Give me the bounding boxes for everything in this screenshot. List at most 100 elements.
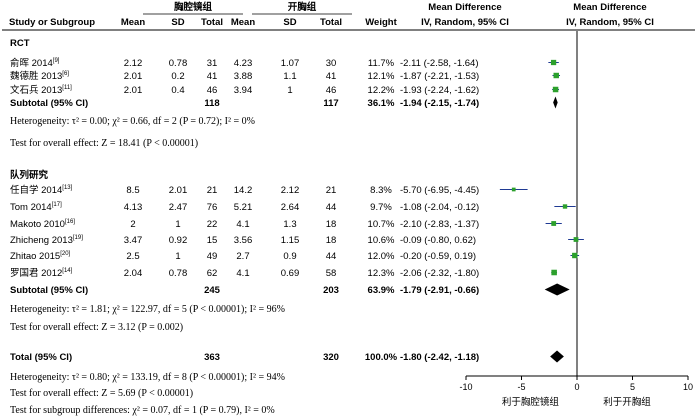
sd1-column-header: SD: [171, 17, 184, 28]
mean1-cell: 2.01: [124, 85, 143, 96]
weight-cell: 8.3%: [370, 185, 392, 196]
sd2-cell: 0.69: [281, 268, 300, 279]
weight-cell: 12.1%: [368, 71, 395, 82]
study-reference: [11]: [62, 85, 72, 91]
study-name: Zhicheng 2013[19]: [10, 235, 83, 246]
study-reference: [13]: [62, 185, 72, 191]
study-name: 文石兵 2013[11]: [10, 84, 72, 96]
total1-column-header: Total: [201, 17, 223, 28]
total2-cell: 46: [326, 85, 337, 96]
total-overall-effect: Test for overall effect: Z = 5.69 (P < 0…: [10, 388, 193, 399]
sd2-cell: 1.1: [283, 71, 296, 82]
mean2-cell: 3.56: [234, 235, 253, 246]
sd1-cell: 1: [175, 251, 180, 262]
mean1-cell: 8.5: [126, 185, 139, 196]
subtotal-1-total2: 117: [323, 98, 338, 109]
mean2-cell: 3.88: [234, 71, 253, 82]
subgroup-heading: 队列研究: [10, 169, 49, 181]
plot-column-method: IV, Random, 95% CI: [566, 17, 654, 28]
weight-column-header: Weight: [365, 17, 397, 28]
md-ci-cell: -1.93 (-2.24, -1.62): [400, 85, 479, 96]
md-ci-cell: -0.20 (-0.59, 0.19): [400, 251, 476, 262]
total-diamond: [550, 350, 564, 363]
mean1-cell: 3.47: [124, 235, 143, 246]
favours-left-label: 利于胸腔镜组: [502, 396, 560, 408]
total2-cell: 30: [326, 58, 337, 69]
sd1-cell: 2.01: [169, 185, 188, 196]
effect-square: [573, 237, 579, 242]
x-tick-label: -5: [517, 382, 525, 392]
weight-cell: 10.7%: [368, 219, 395, 230]
mean2-cell: 5.21: [234, 202, 253, 213]
study-reference: [9]: [53, 58, 60, 64]
sd1-cell: 1: [175, 219, 180, 230]
sd2-cell: 2.64: [281, 202, 300, 213]
mean2-cell: 3.94: [234, 85, 253, 96]
md-column-method: IV, Random, 95% CI: [421, 17, 509, 28]
total-total1: 363: [204, 352, 220, 363]
mean2-cell: 4.1: [236, 219, 249, 230]
mean1-cell: 2.04: [124, 268, 143, 279]
total1-cell: 49: [207, 251, 218, 262]
study-reference: [14]: [62, 268, 72, 274]
total1-cell: 15: [207, 235, 218, 246]
sd1-cell: 0.92: [169, 235, 188, 246]
subtotal-2-weight: 63.9%: [368, 285, 395, 296]
total1-cell: 41: [207, 71, 218, 82]
study-column-header: Study or Subgroup: [9, 17, 95, 28]
total-total2: 320: [323, 352, 339, 363]
study-name: 魏德胜 2013[6]: [10, 70, 69, 82]
weight-cell: 12.3%: [368, 268, 395, 279]
md-column-title: Mean Difference: [428, 2, 501, 13]
sd2-cell: 1.3: [283, 219, 296, 230]
sd2-cell: 0.9: [283, 251, 296, 262]
study-name: 任自学 2014[13]: [10, 184, 73, 196]
md-ci-cell: -2.06 (-2.32, -1.80): [400, 268, 479, 279]
mean1-cell: 2.01: [124, 71, 143, 82]
study-reference: [6]: [62, 71, 69, 77]
sd1-cell: 0.4: [171, 85, 184, 96]
sd2-cell: 1.15: [281, 235, 300, 246]
total-ci: -1.80 (-2.42, -1.18): [400, 352, 479, 363]
effect-square: [551, 221, 557, 226]
effect-square: [552, 86, 559, 93]
subtotal-2-total2: 203: [323, 285, 339, 296]
sd1-cell: 0.2: [171, 71, 184, 82]
study-name: 罗国君 2012[14]: [10, 268, 73, 279]
overall-effect-1: Test for overall effect: Z = 18.41 (P < …: [10, 138, 198, 149]
subtotal-1-label: Subtotal (95% CI): [10, 98, 88, 109]
effect-square: [572, 252, 578, 259]
favours-right-label: 利于开胸组: [603, 396, 651, 408]
mean2-cell: 4.23: [234, 58, 253, 69]
md-ci-cell: -2.11 (-2.58, -1.64): [400, 58, 479, 69]
effect-square: [562, 204, 568, 209]
mean2-cell: 14.2: [234, 185, 253, 196]
group2-label: 开胸组: [288, 1, 317, 13]
study-reference: [19]: [73, 235, 83, 241]
subtotal-2-diamond: [544, 283, 570, 296]
effect-square: [553, 72, 559, 79]
overall-effect-2: Test for overall effect: Z = 3.12 (P = 0…: [10, 322, 183, 333]
total2-column-header: Total: [320, 17, 342, 28]
sd2-cell: 2.12: [281, 185, 300, 196]
study-name: Tom 2014[17]: [10, 202, 62, 213]
weight-cell: 11.7%: [368, 58, 395, 69]
total2-cell: 21: [326, 185, 337, 196]
group1-label: 胸腔镜组: [174, 1, 213, 13]
mean2-cell: 4.1: [236, 268, 249, 279]
total2-cell: 58: [326, 268, 337, 279]
weight-cell: 12.2%: [368, 85, 395, 96]
mean1-cell: 2.5: [126, 251, 139, 262]
total1-cell: 31: [207, 58, 218, 69]
heterogeneity-1: Heterogeneity: τ² = 0.00; χ² = 0.66, df …: [10, 116, 255, 127]
mean1-cell: 2: [130, 219, 135, 230]
md-ci-cell: -1.08 (-2.04, -0.12): [400, 202, 479, 213]
subtotal-1-weight: 36.1%: [368, 98, 395, 109]
subtotal-1-total1: 118: [204, 98, 219, 109]
mean1-cell: 2.12: [124, 58, 143, 69]
total-weight: 100.0%: [365, 352, 398, 363]
sd2-cell: 1: [287, 85, 292, 96]
subtotal-1-diamond: [553, 96, 558, 109]
mean1-cell: 4.13: [124, 202, 143, 213]
